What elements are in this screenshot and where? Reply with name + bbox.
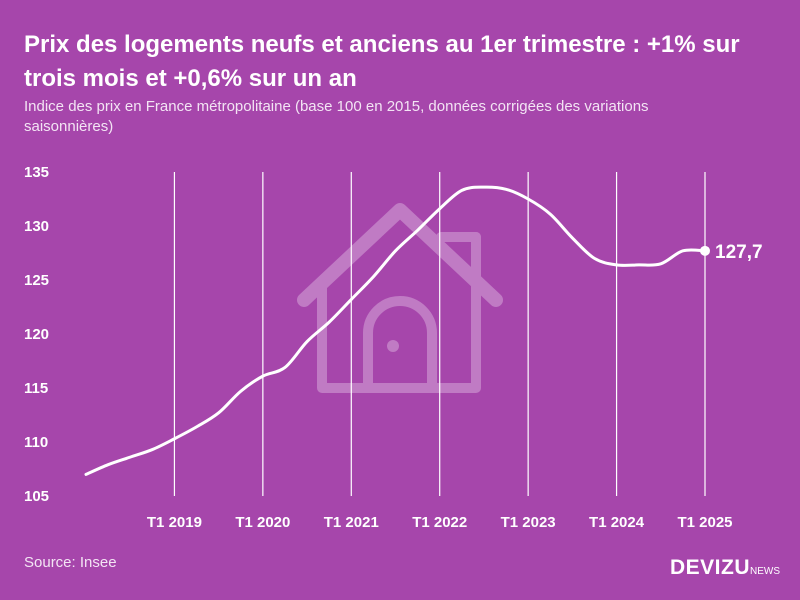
house-door bbox=[363, 296, 437, 393]
x-tick-label: T1 2020 bbox=[235, 514, 290, 531]
series-line bbox=[84, 185, 707, 476]
x-tick-label: T1 2021 bbox=[324, 514, 379, 531]
series-group: 127,7 bbox=[84, 185, 763, 476]
x-tick-label: T1 2019 bbox=[147, 514, 202, 531]
y-tick-label: 120 bbox=[24, 326, 49, 343]
x-tick-label: T1 2024 bbox=[589, 514, 645, 531]
x-tick-label: T1 2025 bbox=[677, 514, 732, 531]
y-tick-label: 125 bbox=[24, 272, 49, 289]
y-tick-label: 105 bbox=[24, 488, 49, 505]
door-knob bbox=[387, 340, 399, 352]
y-tick-label: 115 bbox=[24, 380, 48, 397]
house-roof bbox=[297, 203, 503, 307]
house-icon bbox=[297, 203, 503, 393]
source-note: Source: Insee bbox=[24, 554, 117, 571]
brand-name: DEVIZU bbox=[669, 556, 750, 579]
x-axis: T1 2019 T1 2020 T1 2021 T1 2022 T1 2023 T1 20… bbox=[147, 514, 733, 531]
y-tick-label: 130 bbox=[24, 218, 49, 235]
y-axis: 105 110 115 120 125 130 135 bbox=[24, 164, 49, 505]
y-tick-label: 135 bbox=[24, 164, 49, 181]
x-tick-label: T1 2022 bbox=[412, 514, 467, 531]
y-tick-label: 110 bbox=[24, 434, 48, 451]
x-gridlines bbox=[173, 172, 706, 496]
brand-logo: DEVIZUNEWS bbox=[670, 556, 780, 580]
chart-title: Prix des logements neufs et anciens au 1… bbox=[24, 31, 740, 92]
x-tick-label: T1 2023 bbox=[501, 514, 556, 531]
house-walls bbox=[317, 232, 481, 393]
chart-subtitle: Indice des prix en France métropolitaine… bbox=[24, 98, 649, 135]
brand-suffix: NEWS bbox=[750, 566, 780, 577]
last-point-marker bbox=[700, 245, 710, 256]
last-value-label: 127,7 bbox=[715, 242, 763, 263]
